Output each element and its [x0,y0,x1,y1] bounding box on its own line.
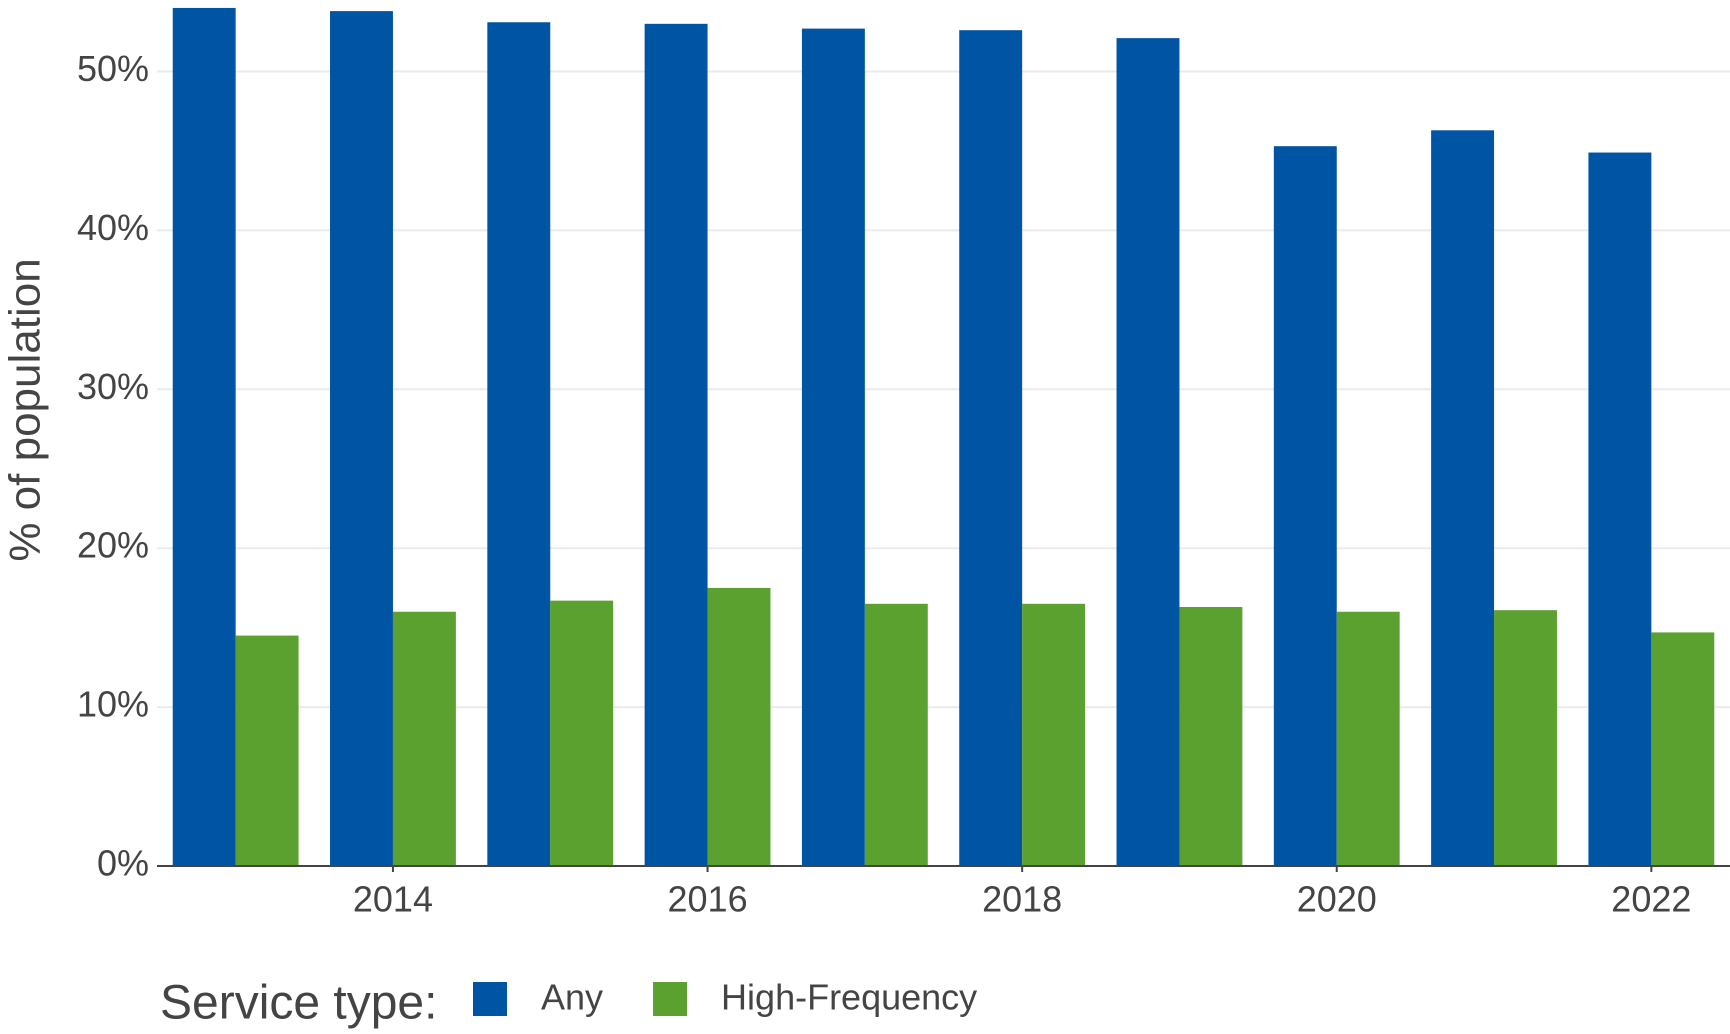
legend-title: Service type: [160,977,437,1030]
bar [487,22,551,867]
bar [864,603,928,866]
bar [707,587,771,866]
x-tick-label: 2014 [353,879,433,920]
bar [1431,130,1495,866]
bar [392,611,456,866]
legend-swatch [473,982,507,1016]
y-tick-label: 20% [77,525,149,566]
x-tick-label: 2022 [1611,879,1691,920]
bar [235,635,299,866]
bar [1116,38,1180,866]
bar [1273,146,1337,867]
bar [550,600,614,866]
y-tick-label: 10% [77,684,149,725]
legend-label: Any [541,977,603,1018]
x-tick-label: 2016 [668,879,748,920]
bar [959,30,1023,867]
y-tick-label: 40% [77,207,149,248]
bar [1336,611,1400,866]
bar [1179,606,1243,866]
legend-label: High-Frequency [721,977,977,1018]
x-tick-label: 2018 [982,879,1062,920]
legend-swatch [653,982,688,1016]
x-tick-label: 2020 [1297,879,1377,920]
bar [1022,603,1086,866]
bar [801,28,865,867]
bar [1494,610,1557,866]
bar [172,7,236,867]
y-tick-label: 0% [97,843,149,884]
bar [1651,632,1715,866]
y-tick-label: 50% [77,48,149,89]
y-axis-label: % of population [1,258,50,561]
bar [644,23,708,867]
bar [1588,152,1652,867]
y-tick-label: 30% [77,366,149,407]
bar [330,11,393,867]
